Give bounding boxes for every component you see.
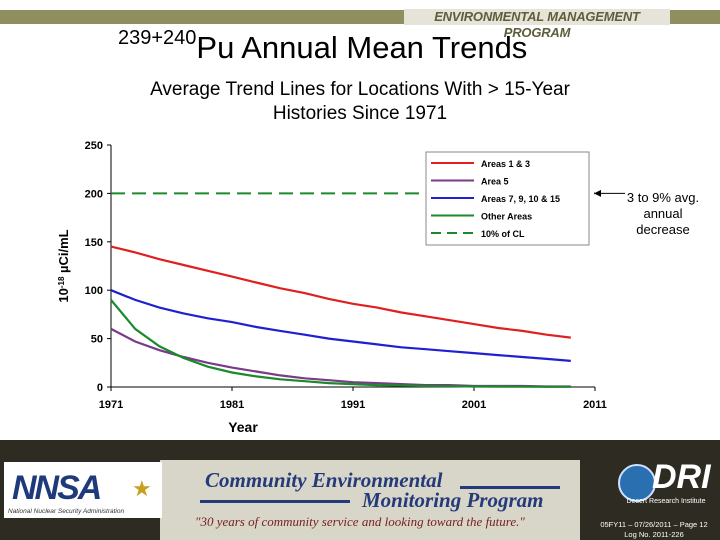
x-tick-label: 1971: [99, 399, 123, 411]
title-isotope-superscript: 239+240: [118, 27, 197, 49]
y-tick-label: 150: [85, 237, 103, 249]
page-title: 239+240Pu Annual Mean Trends: [118, 27, 638, 66]
legend-label-3: Other Areas: [481, 212, 532, 222]
dri-logo-text: DRI: [652, 458, 711, 496]
log-number-line: Log No. 2011-226: [624, 530, 684, 539]
nnsa-subtitle: National Nuclear Security Administration: [8, 508, 125, 515]
page-ref-line: 05FY11 – 07/26/2011 – Page 12: [600, 520, 708, 529]
subtitle: Average Trend Lines for Locations With >…: [100, 78, 620, 126]
x-tick-label: 2011: [583, 399, 607, 411]
y-tick-label: 250: [85, 140, 103, 152]
annotation-line-1: 3 to 9% avg.: [626, 190, 700, 205]
nnsa-logo-box: NNSA ★ National Nuclear Security Adminis…: [4, 462, 162, 518]
subtitle-line-2: Histories Since 1971: [272, 103, 448, 124]
series-line-0: [110, 245, 571, 339]
series-line-1: [110, 327, 571, 388]
series-line-3: [110, 299, 571, 388]
program-rule-2: [200, 500, 350, 503]
program-tagline: "30 years of community service and looki…: [195, 514, 525, 529]
globe-icon: [618, 464, 656, 502]
dri-subtitle: Desert Research Institute: [626, 498, 706, 505]
y-tick-label: 100: [85, 285, 103, 297]
program-name-line-2: Monitoring Program: [362, 488, 544, 512]
program-banner: ENVIRONMENTAL MANAGEMENT PROGRAM: [404, 9, 670, 40]
x-tick-label: 2001: [462, 399, 486, 411]
footer-banner: NNSA ★ National Nuclear Security Adminis…: [0, 440, 720, 540]
title-main-text: Pu Annual Mean Trends: [196, 30, 528, 65]
trend-chart: 0 50 100 150 200 250 1971 1981 1991 2001 2011 Year 1…: [56, 140, 625, 435]
dri-logo: DRI Desert Research Institute: [616, 458, 716, 514]
y-axis-title: 10-18 µCi/mL: [56, 229, 71, 302]
program-rule-1: [460, 486, 560, 489]
x-tick-label: 1991: [341, 399, 365, 411]
y-tick-label: 200: [85, 188, 103, 200]
legend-label-4: 10% of CL: [481, 229, 525, 239]
star-icon: ★: [132, 476, 152, 501]
page-reference: 05FY11 – 07/26/2011 – Page 12 Log No. 20…: [590, 520, 718, 540]
arrow-head-icon: [594, 189, 601, 197]
y-tick-label: 50: [91, 334, 103, 346]
y-tick-label: 0: [97, 382, 103, 394]
legend-label-0: Areas 1 & 3: [481, 159, 530, 169]
x-tick-label: 1981: [220, 399, 244, 411]
decrease-annotation: 3 to 9% avg. annual decrease: [618, 190, 708, 238]
annotation-line-2: annual: [643, 206, 683, 221]
x-axis-title: Year: [228, 419, 258, 435]
annotation-line-3: decrease: [636, 222, 690, 237]
program-name-line-1: Community Environmental: [205, 468, 443, 492]
legend-label-1: Area 5: [481, 177, 509, 187]
series-line-2: [110, 289, 571, 362]
nnsa-logo: NNSA: [12, 469, 102, 507]
subtitle-line-1: Average Trend Lines for Locations With >…: [150, 79, 570, 100]
legend-label-2: Areas 7, 9, 10 & 15: [481, 194, 560, 204]
